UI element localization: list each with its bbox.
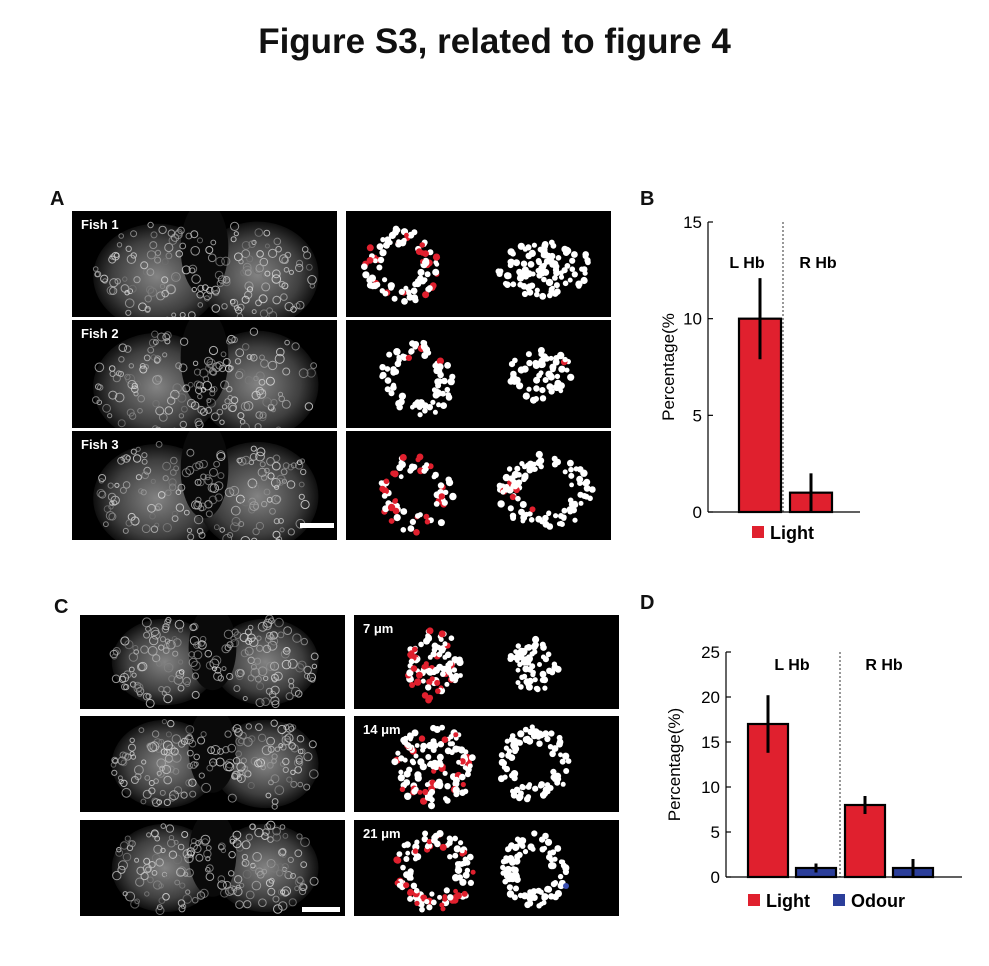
legend-label-light: Light xyxy=(770,523,814,543)
panel-c-raw-image-3 xyxy=(80,820,345,916)
y-tick-label: 15 xyxy=(683,213,702,232)
y-tick-label: 0 xyxy=(711,868,720,887)
y-tick-label: 25 xyxy=(701,643,720,662)
y-tick-label: 10 xyxy=(683,310,702,329)
legend-swatch-odour xyxy=(833,894,845,906)
panel-label-a: A xyxy=(50,188,65,210)
y-tick-label: 5 xyxy=(693,406,702,425)
panel-a-raw-image-3: Fish 3 xyxy=(72,431,337,540)
panel-d-bar-chart: 0 5 10 15 20 25 Percentage(%) L Hb R Hb Light Odou… xyxy=(665,643,962,911)
figure-title: Figure S3, related to figure 4 xyxy=(258,22,731,61)
bar-light-r-hb xyxy=(843,803,887,879)
category-label: R Hb xyxy=(865,657,903,674)
panel-a-fish-label: Fish 3 xyxy=(81,437,119,452)
y-tick-label: 15 xyxy=(701,733,720,752)
panel-label-d: D xyxy=(640,592,655,614)
y-tick-label: 20 xyxy=(701,688,720,707)
panel-a-fish-label: Fish 1 xyxy=(81,217,119,232)
panel-a-raw-image-2: Fish 2 xyxy=(72,320,337,428)
panel-a-raw-image-1: Fish 1 xyxy=(72,211,337,317)
panel-a-cell-map-3 xyxy=(346,431,611,540)
panel-c-cell-map-2: 14 μm xyxy=(354,716,619,812)
depth-label: 21 μm xyxy=(363,826,401,841)
y-axis-label: Percentage(%) xyxy=(665,708,684,821)
y-tick-label: 10 xyxy=(701,778,720,797)
panel-c-cell-map-1: 7 μm xyxy=(354,615,619,709)
legend-swatch-light xyxy=(752,526,764,538)
panel-label-b: B xyxy=(640,188,655,210)
category-label: L Hb xyxy=(774,657,809,674)
y-tick-label: 5 xyxy=(711,823,720,842)
category-label: L Hb xyxy=(729,255,764,272)
panel-c-raw-image-2 xyxy=(80,716,345,812)
y-axis-label: Percentage(% xyxy=(659,313,678,421)
panel-c-raw-image-1 xyxy=(80,615,345,709)
depth-label: 14 μm xyxy=(363,722,401,737)
scale-bar xyxy=(300,523,334,528)
category-label: R Hb xyxy=(799,255,837,272)
y-tick-label: 0 xyxy=(693,503,702,522)
panel-a-cell-map-2 xyxy=(346,320,611,428)
scale-bar xyxy=(302,907,340,912)
panel-a-fish-label: Fish 2 xyxy=(81,326,119,341)
legend-label-light: Light xyxy=(766,891,810,911)
panel-b-bar-chart: 0 5 10 15 Percentage(% L Hb R Hb Light xyxy=(659,213,860,543)
legend-swatch-light xyxy=(748,894,760,906)
panel-c-cell-map-3: 21 μm xyxy=(354,820,619,916)
depth-label: 7 μm xyxy=(363,621,394,636)
panel-label-c: C xyxy=(54,596,69,618)
panel-a-cell-map-1 xyxy=(346,211,611,317)
legend-label-odour: Odour xyxy=(851,891,905,911)
